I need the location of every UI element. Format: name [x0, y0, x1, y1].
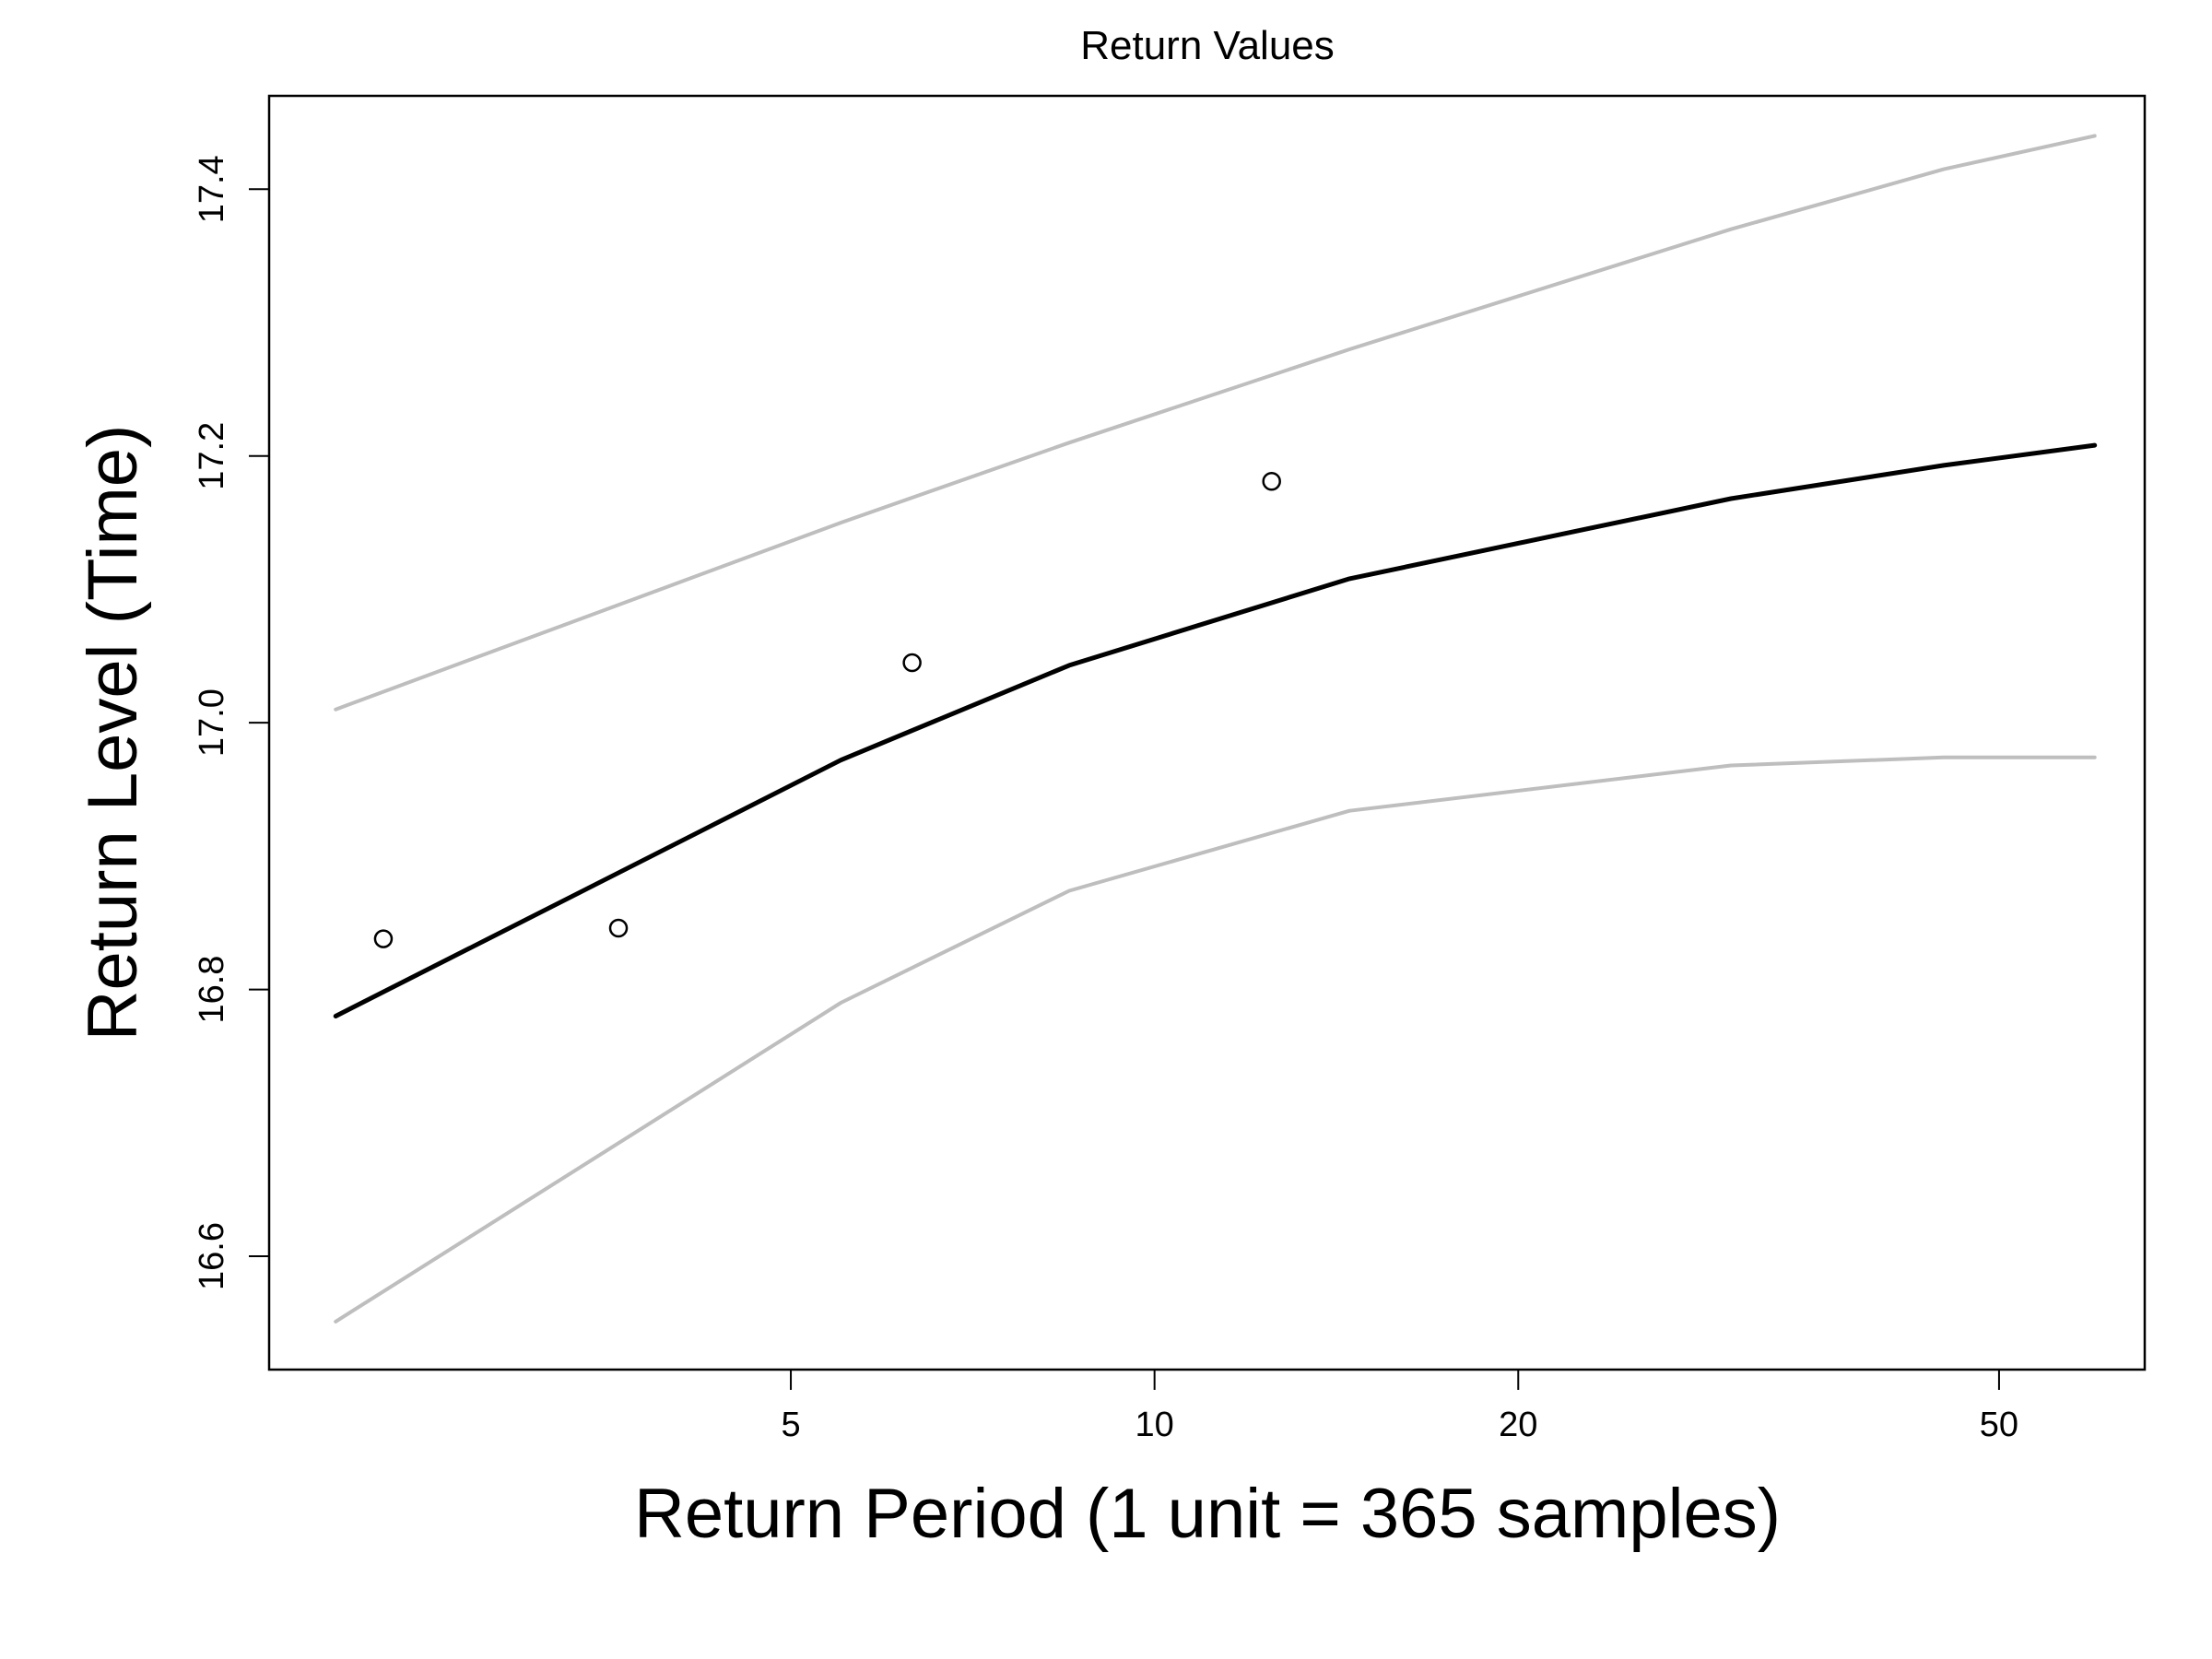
x-tick-label: 50	[1980, 1406, 2018, 1444]
y-tick-label: 17.2	[193, 422, 231, 490]
estimate-line	[333, 442, 2098, 1018]
y-tick-label: 16.8	[193, 956, 231, 1024]
x-tick-label: 5	[781, 1406, 800, 1444]
x-axis: 5 10 20 50	[781, 1369, 2018, 1444]
y-tick-label: 16.6	[193, 1222, 231, 1290]
x-axis-label: Return Period (1 unit = 365 samples)	[634, 1475, 1781, 1553]
y-axis: 16.6 16.8 17.0 17.2 17.4	[193, 155, 270, 1290]
lower-bound-line	[334, 755, 2097, 1324]
observed-point	[373, 929, 394, 948]
chart-title: Return Values	[1080, 23, 1335, 68]
series-layer	[333, 134, 2098, 1324]
observed-point	[1262, 471, 1281, 491]
observed-point	[902, 653, 922, 673]
x-tick-label: 20	[1499, 1406, 1537, 1444]
upper-bound-line	[334, 134, 2097, 712]
observed-point	[608, 918, 629, 938]
y-tick-label: 17.4	[193, 155, 231, 223]
plot-frame	[267, 94, 2147, 1371]
y-tick-label: 17.0	[193, 688, 231, 757]
x-tick-label: 10	[1135, 1406, 1174, 1444]
observed-points	[373, 471, 1281, 948]
y-axis-label: Return Level (Time)	[74, 425, 152, 1041]
